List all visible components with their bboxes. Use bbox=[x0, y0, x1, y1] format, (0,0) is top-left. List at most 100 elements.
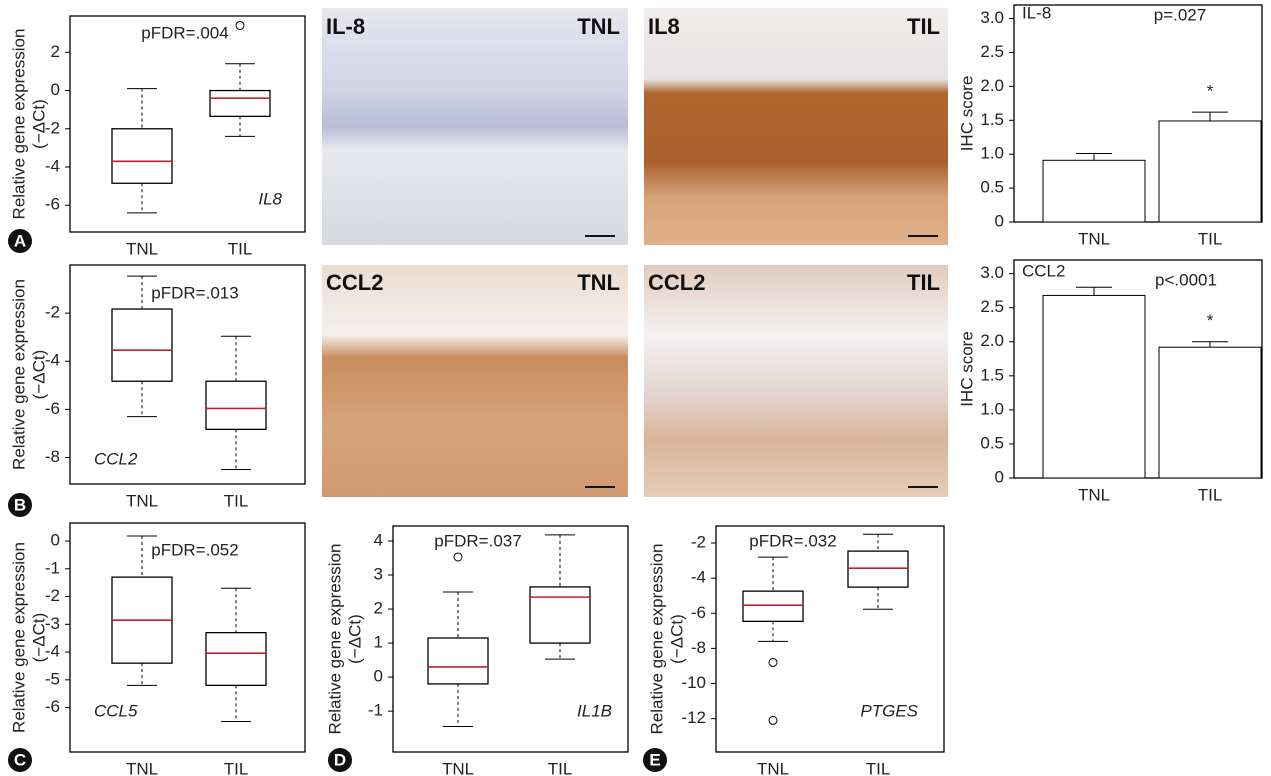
micrograph bbox=[644, 265, 948, 497]
x-tick-label: TNL bbox=[1078, 485, 1110, 504]
panel-label: A bbox=[14, 231, 26, 250]
y-tick-label: 3.0 bbox=[980, 263, 1004, 282]
box bbox=[742, 590, 804, 623]
y-tick-label: -6 bbox=[691, 603, 706, 622]
micrograph bbox=[644, 8, 948, 245]
panel-label: E bbox=[649, 750, 660, 769]
y-tick-label: 0 bbox=[51, 531, 60, 550]
y-tick-label: 2.0 bbox=[980, 331, 1004, 350]
outlier bbox=[768, 715, 778, 725]
x-tick-label: TNL bbox=[757, 759, 789, 776]
annotation: pFDR=.013 bbox=[151, 283, 238, 302]
significance-mark: * bbox=[1207, 82, 1214, 101]
x-tick-label: TNL bbox=[126, 239, 158, 258]
y-axis-label: (−ΔCt) bbox=[29, 613, 48, 663]
bar bbox=[1158, 346, 1262, 479]
panel-badge bbox=[8, 229, 32, 253]
x-tick-label: TIL bbox=[1198, 485, 1223, 504]
y-tick-label: -8 bbox=[45, 447, 60, 466]
panel-label: D bbox=[334, 750, 346, 769]
y-tick-label: 1.0 bbox=[980, 399, 1004, 418]
micrograph bbox=[322, 265, 628, 497]
stain-label: CCL2 bbox=[326, 270, 383, 295]
y-axis-label: (−ΔCt) bbox=[29, 350, 48, 400]
y-tick-label: -1 bbox=[45, 558, 60, 577]
x-tick-label: TNL bbox=[126, 759, 158, 776]
p-value: p<.0001 bbox=[1155, 270, 1217, 289]
x-tick-label: TNL bbox=[442, 759, 474, 776]
box bbox=[111, 128, 173, 184]
box bbox=[205, 380, 267, 431]
panel-badge bbox=[8, 748, 32, 772]
y-tick-label: -4 bbox=[45, 351, 60, 370]
plot-frame bbox=[69, 522, 306, 753]
y-tick-label: 3 bbox=[374, 564, 383, 583]
y-tick-label: -4 bbox=[45, 642, 60, 661]
plot-frame bbox=[715, 525, 945, 753]
outlier bbox=[453, 552, 463, 562]
outlier bbox=[235, 21, 245, 31]
stain-label: CCL2 bbox=[648, 270, 705, 295]
group-label: TIL bbox=[907, 14, 940, 39]
group-label: TNL bbox=[577, 270, 620, 295]
y-tick-label: 2 bbox=[374, 599, 383, 618]
y-tick-label: -2 bbox=[45, 586, 60, 605]
micrographs: IL-8 TNL IL8 TIL CCL2 TNL CCL2 TIL bbox=[322, 8, 948, 497]
y-tick-label: -2 bbox=[45, 303, 60, 322]
y-axis-label: IHC score bbox=[957, 76, 976, 152]
y-tick-label: 3.0 bbox=[980, 8, 1004, 27]
panel-label: C bbox=[14, 750, 26, 769]
stain-label: IL8 bbox=[648, 14, 680, 39]
y-tick-label: -4 bbox=[45, 156, 60, 175]
stain-label: IL-8 bbox=[326, 14, 365, 39]
y-tick-label: 1.0 bbox=[980, 144, 1004, 163]
annotation: pFDR=.032 bbox=[749, 531, 836, 550]
bar bbox=[1042, 159, 1146, 223]
box bbox=[205, 631, 267, 687]
y-tick-label: -8 bbox=[691, 638, 706, 657]
gene-label: CCL5 bbox=[94, 701, 138, 720]
y-tick-label: 2.5 bbox=[980, 42, 1004, 61]
gene-label: IL1B bbox=[577, 701, 612, 720]
annotation: pFDR=.004 bbox=[141, 23, 228, 42]
y-tick-label: -4 bbox=[691, 568, 706, 587]
y-tick-label: 2 bbox=[51, 42, 60, 61]
outlier bbox=[768, 657, 778, 667]
y-tick-label: -6 bbox=[45, 195, 60, 214]
plot-frame bbox=[69, 264, 306, 485]
y-axis-label: Relative gene expression bbox=[325, 544, 344, 735]
y-axis-label: (−ΔCt) bbox=[29, 99, 48, 149]
x-tick-label: TIL bbox=[1198, 229, 1223, 248]
y-tick-label: 1.5 bbox=[980, 110, 1004, 129]
annotation: CCL2 bbox=[1022, 261, 1065, 280]
x-tick-label: TIL bbox=[866, 759, 891, 776]
group-label: TIL bbox=[907, 270, 940, 295]
micrograph bbox=[322, 8, 628, 245]
y-tick-label: -3 bbox=[45, 614, 60, 633]
y-tick-label: -6 bbox=[45, 697, 60, 716]
y-axis-label: Relative gene expression bbox=[647, 544, 666, 735]
plot-frame bbox=[69, 15, 306, 233]
gene-label: CCL2 bbox=[94, 449, 138, 468]
x-tick-label: TNL bbox=[126, 491, 158, 510]
annotation: pFDR=.052 bbox=[151, 540, 238, 559]
x-tick-label: TNL bbox=[1078, 229, 1110, 248]
panel-badge bbox=[8, 493, 32, 517]
panel-label: B bbox=[14, 495, 26, 514]
y-tick-label: 0 bbox=[995, 467, 1004, 486]
box bbox=[111, 308, 173, 382]
y-tick-label: -6 bbox=[45, 399, 60, 418]
p-value: p=.027 bbox=[1154, 5, 1206, 24]
y-tick-label: -2 bbox=[45, 118, 60, 137]
y-axis-label: IHC score bbox=[957, 331, 976, 407]
y-axis-label: (−ΔCt) bbox=[345, 614, 364, 664]
box bbox=[529, 586, 591, 644]
bar bbox=[1158, 120, 1262, 223]
y-tick-label: 0 bbox=[995, 211, 1004, 230]
panel-badge bbox=[643, 748, 667, 772]
annotation: pFDR=.037 bbox=[434, 531, 521, 550]
y-tick-label: 0 bbox=[51, 80, 60, 99]
x-tick-label: TIL bbox=[224, 759, 249, 776]
y-tick-label: -2 bbox=[691, 533, 706, 552]
y-tick-label: 0.5 bbox=[980, 433, 1004, 452]
